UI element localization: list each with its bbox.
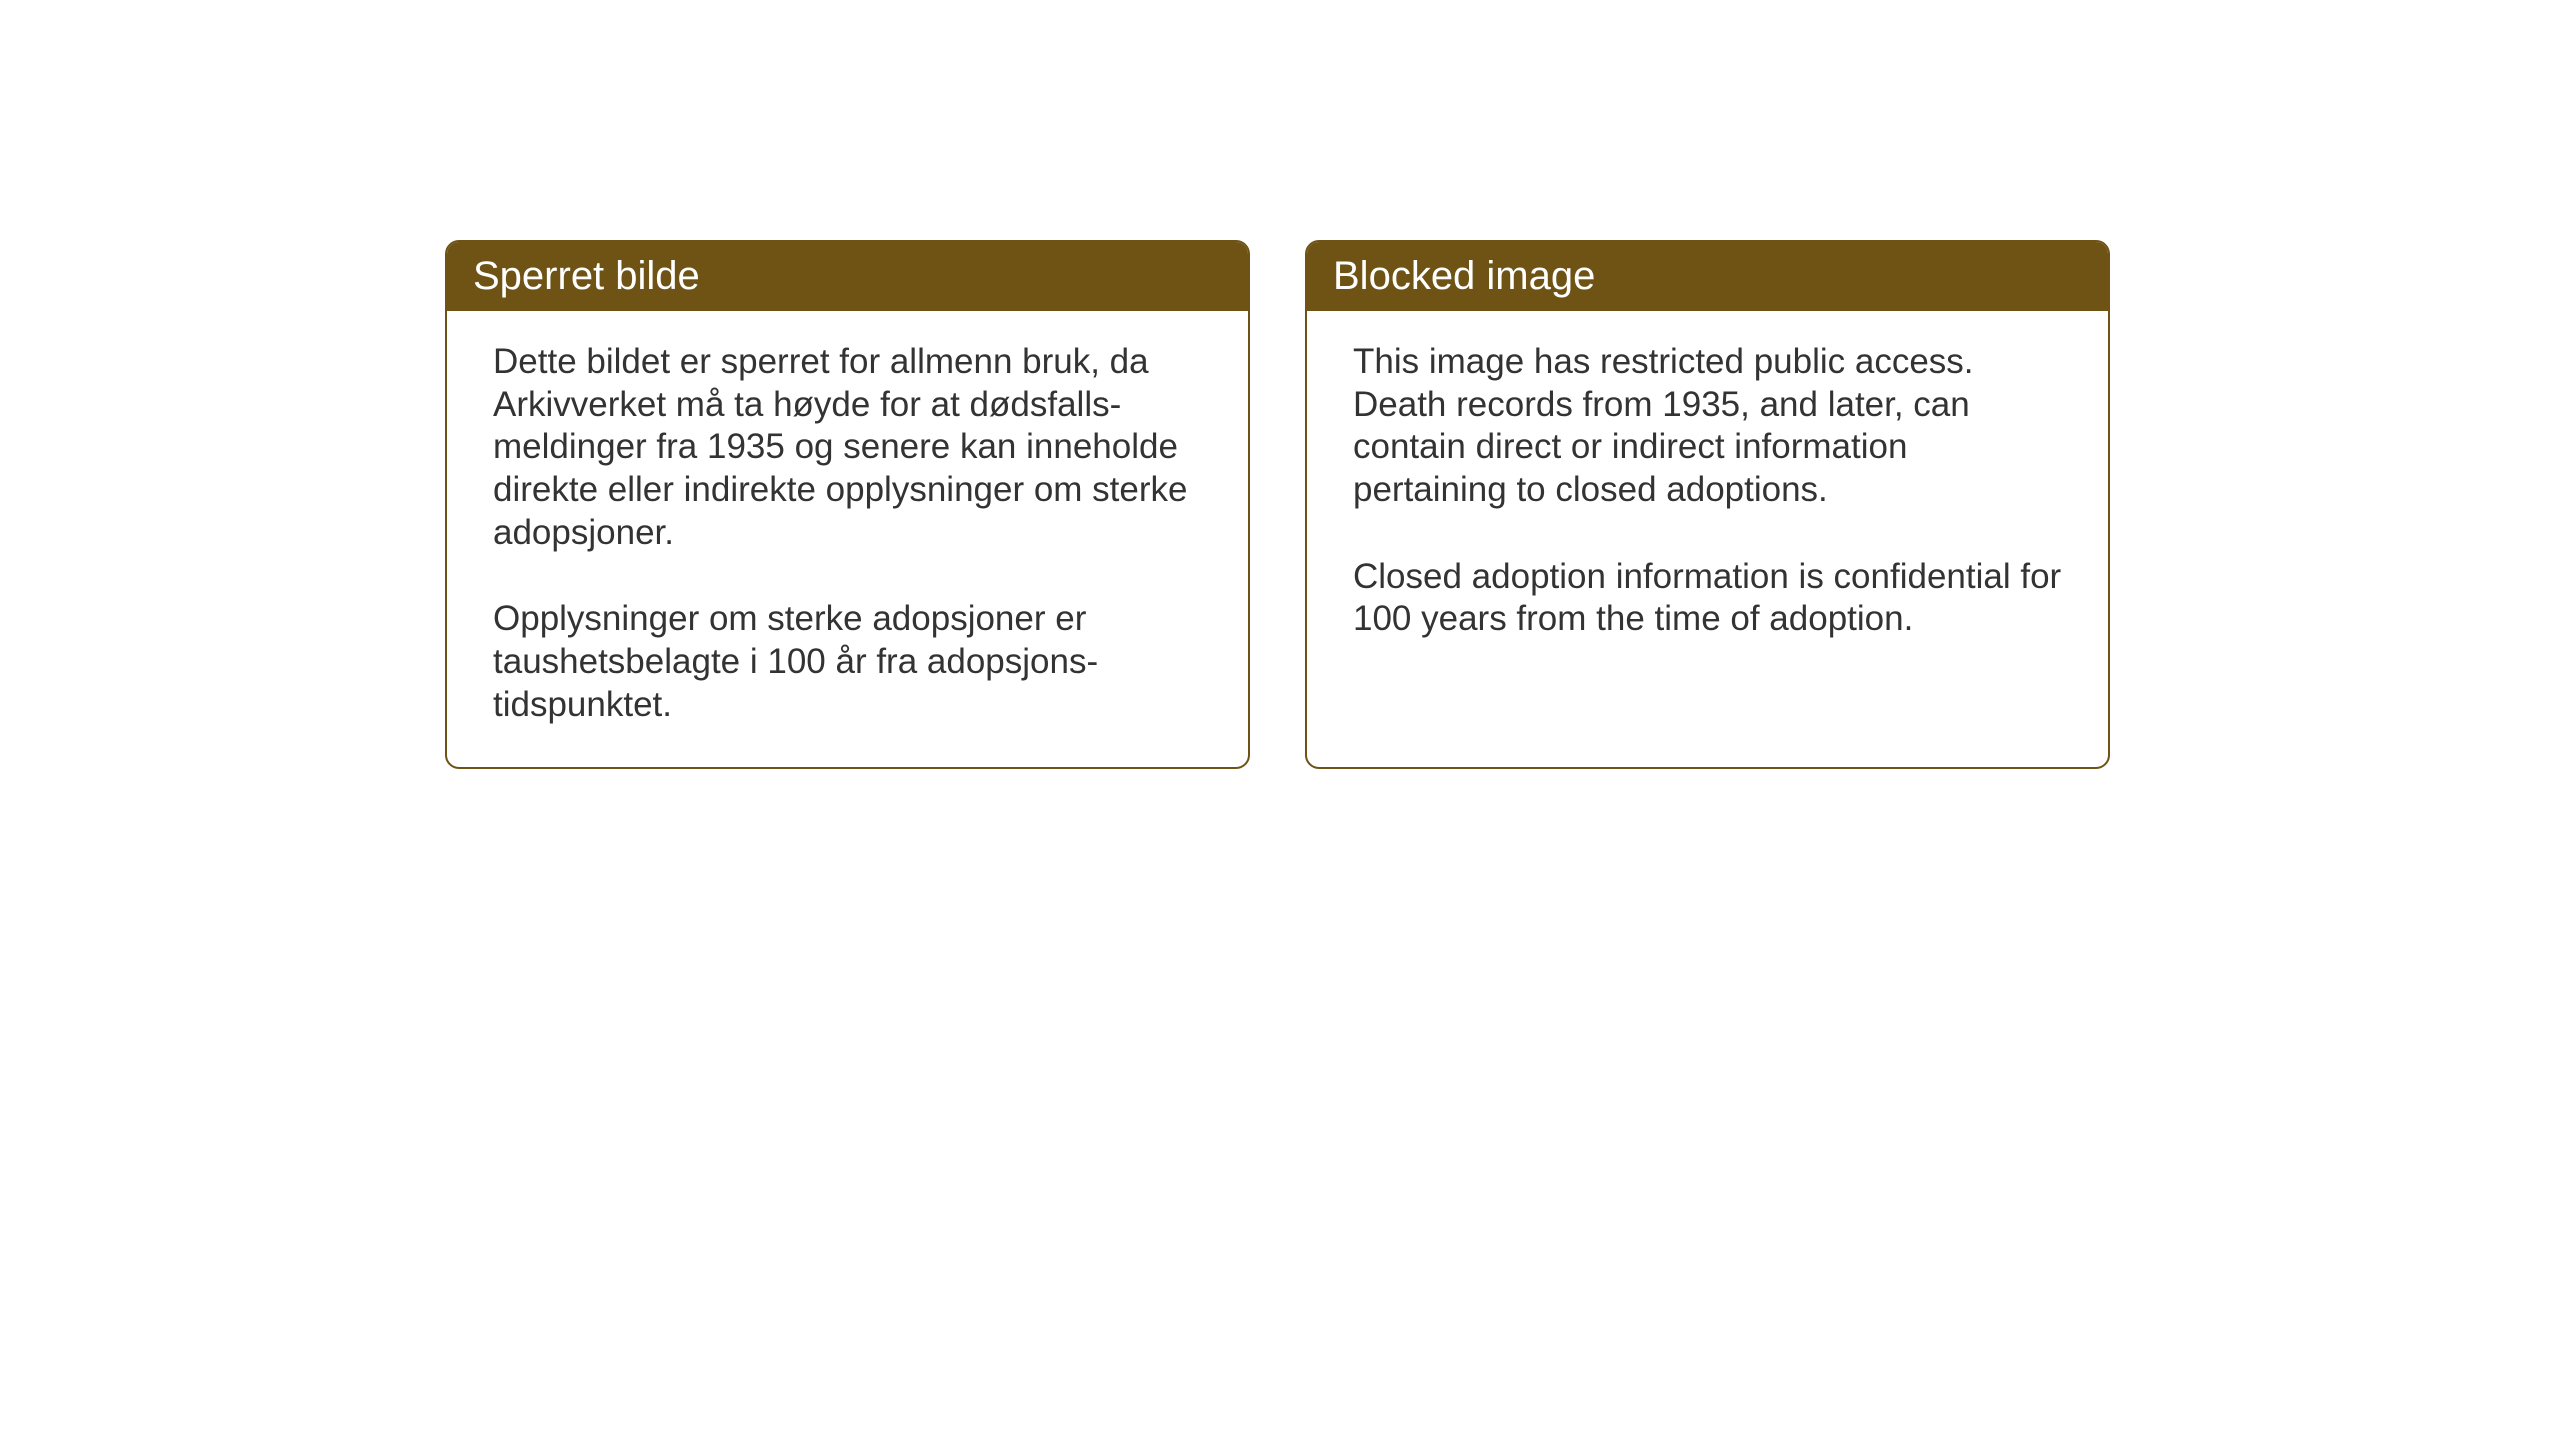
card-header-english: Blocked image	[1307, 242, 2108, 311]
card-body-norwegian: Dette bildet er sperret for allmenn bruk…	[447, 311, 1248, 767]
card-paragraph-english-2: Closed adoption information is confident…	[1353, 556, 2062, 641]
card-title-norwegian: Sperret bilde	[473, 254, 700, 298]
notice-card-norwegian: Sperret bilde Dette bildet er sperret fo…	[445, 240, 1250, 769]
card-paragraph-norwegian-1: Dette bildet er sperret for allmenn bruk…	[493, 341, 1202, 554]
notice-container: Sperret bilde Dette bildet er sperret fo…	[445, 240, 2110, 769]
card-title-english: Blocked image	[1333, 254, 1595, 298]
notice-card-english: Blocked image This image has restricted …	[1305, 240, 2110, 769]
card-body-english: This image has restricted public access.…	[1307, 311, 2108, 681]
card-paragraph-english-1: This image has restricted public access.…	[1353, 341, 2062, 512]
card-header-norwegian: Sperret bilde	[447, 242, 1248, 311]
card-paragraph-norwegian-2: Opplysninger om sterke adopsjoner er tau…	[493, 598, 1202, 726]
